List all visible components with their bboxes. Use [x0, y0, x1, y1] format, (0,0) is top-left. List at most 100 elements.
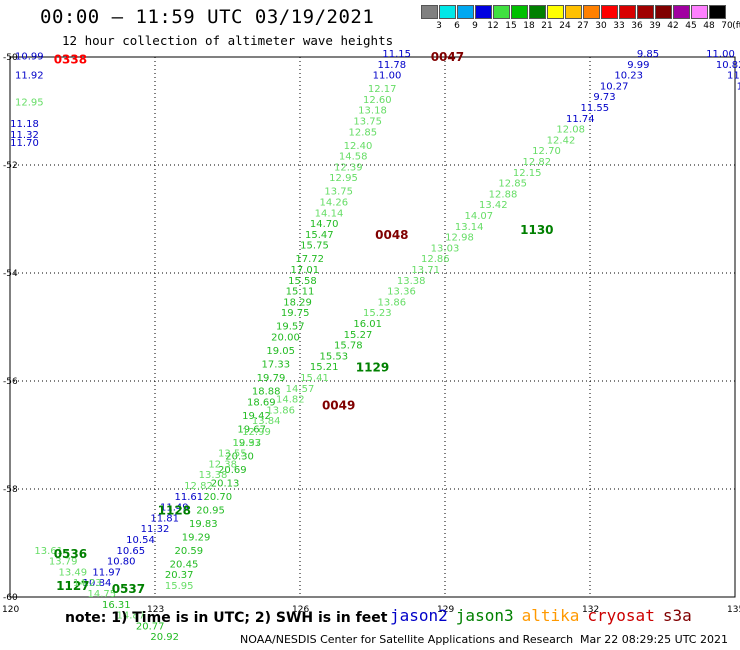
swh-value-west-edge-pass-5: 11.70 — [10, 138, 39, 149]
lat-tick--56: -56 — [3, 377, 18, 387]
footer-note: note: 1) Time is in UTC; 2) SWH is in fe… — [65, 610, 388, 626]
swh-value-north-pass-17: 15.75 — [300, 241, 329, 252]
swh-value-southwest-pass-1: 13.79 — [49, 557, 78, 568]
swh-value-north-pass-6: 13.75 — [353, 117, 382, 128]
swh-value-diagonal-pass-5: 11.55 — [581, 103, 610, 114]
swh-value-diagonal-pass-16: 13.14 — [455, 222, 484, 233]
swh-value-west-edge-pass-0: 10.99 — [15, 52, 44, 63]
swh-value-north-pass-40: 19.29 — [182, 532, 211, 543]
map-frame — [9, 56, 736, 598]
swh-value-north-pass-30: 18.69 — [247, 397, 276, 408]
swh-value-north-pass-7: 12.85 — [349, 127, 378, 138]
legend-label-18: 18 — [523, 21, 535, 31]
satellite-cryosat: cryosat — [587, 606, 655, 625]
legend-swatch-45 — [673, 5, 690, 19]
swh-value-southwest-pass-6: 14.87 — [117, 611, 146, 622]
swh-value-north-pass-16: 15.47 — [305, 230, 334, 241]
swh-value-north-pass-39: 19.83 — [189, 519, 218, 530]
swh-value-diagonal-pass-18: 13.03 — [431, 243, 460, 254]
legend-swatch-12 — [475, 5, 492, 19]
legend-swatch-18 — [511, 5, 528, 19]
pass-time-0536: 0536 — [54, 547, 87, 561]
swh-value-diagonal-pass-45: 10.54 — [126, 535, 155, 546]
lon-tick-126: 126 — [292, 605, 309, 615]
legend-label-9: 9 — [472, 21, 478, 31]
swh-value-diagonal-pass-11: 12.15 — [513, 168, 542, 179]
swh-value-north-pass-8: 12.40 — [344, 141, 373, 152]
legend-swatch-27 — [565, 5, 582, 19]
legend-swatch-30 — [583, 5, 600, 19]
swh-value-diagonal-pass-48: 11.97 — [92, 567, 121, 578]
swh-value-diagonal-pass-30: 15.41 — [300, 373, 329, 384]
swh-value-diagonal-pass-1: 9.99 — [627, 60, 649, 71]
swh-value-diagonal-pass-31: 14.57 — [286, 384, 315, 395]
legend-swatch-9 — [457, 5, 474, 19]
swh-value-north-pass-1: 11.78 — [378, 60, 407, 71]
legend-label-30: 30 — [595, 21, 607, 31]
swh-value-east-edge-pass-0: 11.00 — [706, 49, 735, 60]
swh-value-east-edge-pass-3: 1 — [737, 81, 740, 92]
swh-value-north-pass-38: 20.95 — [196, 505, 225, 516]
page-title: 00:00 — 11:59 UTC 03/19/2021 — [40, 6, 375, 28]
lat-tick--58: -58 — [3, 485, 18, 495]
swh-value-north-pass-27: 17.33 — [262, 360, 291, 371]
swh-value-north-pass-3: 12.17 — [368, 84, 397, 95]
swh-value-north-pass-25: 20.00 — [271, 333, 300, 344]
swh-value-southwest-pass-8: 20.92 — [150, 632, 179, 643]
swh-value-north-pass-19: 17.01 — [291, 265, 320, 276]
legend-label-3: 3 — [436, 21, 442, 31]
swh-value-diagonal-pass-44: 11.32 — [141, 524, 170, 535]
swh-value-diagonal-pass-40: 12.82 — [184, 481, 213, 492]
swh-value-diagonal-pass-19: 12.86 — [421, 254, 450, 265]
swh-value-north-pass-44: 15.95 — [165, 581, 194, 592]
swh-value-diagonal-pass-8: 12.42 — [547, 135, 576, 146]
legend-label-27: 27 — [577, 21, 589, 31]
satellite-altika: altika — [521, 606, 580, 625]
legend-swatch-36 — [619, 5, 636, 19]
swh-value-north-pass-43: 20.37 — [165, 570, 194, 581]
swh-value-diagonal-pass-41: 11.61 — [175, 492, 204, 503]
swh-value-diagonal-pass-32: 14.82 — [276, 395, 305, 406]
satellite-jason3: jason3 — [455, 606, 514, 625]
swh-value-diagonal-pass-15: 14.07 — [465, 211, 494, 222]
legend-label-6: 6 — [454, 21, 460, 31]
legend-label-48: 48 — [703, 21, 715, 31]
swh-value-north-pass-22: 18.29 — [283, 297, 312, 308]
swh-value-diagonal-pass-43: 11.81 — [150, 513, 179, 524]
credit-line: NOAA/NESDIS Center for Satellite Applica… — [240, 633, 574, 646]
legend-label-12: 12 — [487, 21, 499, 31]
satellite-legend: jason2 jason3 altika cryosat s3a — [390, 606, 700, 625]
legend-label-39: 39 — [649, 21, 661, 31]
swh-value-diagonal-pass-26: 15.27 — [344, 330, 373, 341]
swh-value-diagonal-pass-37: 13.55 — [218, 449, 247, 460]
swh-value-diagonal-pass-6: 11.74 — [566, 114, 595, 125]
swh-value-north-pass-4: 12.60 — [363, 95, 392, 106]
legend-label-45: 45 — [685, 21, 697, 31]
swh-value-diagonal-pass-7: 12.08 — [556, 125, 585, 136]
legend-swatch-39 — [637, 5, 654, 19]
swh-value-east-edge-pass-2: 11. — [727, 71, 740, 82]
swh-value-north-pass-31: 19.42 — [242, 411, 271, 422]
swh-value-diagonal-pass-29: 15.21 — [310, 362, 339, 373]
swh-value-southwest-pass-3: 14.23 — [73, 578, 102, 589]
swh-value-west-edge-pass-2: 12.95 — [15, 98, 44, 109]
swh-value-north-pass-23: 19.75 — [281, 308, 310, 319]
swh-value-north-pass-15: 14.70 — [310, 219, 339, 230]
swh-value-diagonal-pass-25: 16.01 — [353, 319, 382, 330]
legend-label-21: 21 — [541, 21, 553, 31]
swh-value-diagonal-pass-47: 10.80 — [107, 557, 136, 568]
swh-value-diagonal-pass-38: 12.38 — [208, 459, 237, 470]
swh-value-north-pass-41: 20.59 — [175, 546, 204, 557]
legend-label-42: 42 — [667, 21, 679, 31]
swh-value-diagonal-pass-2: 10.23 — [614, 71, 643, 82]
swh-value-north-pass-9: 14.58 — [339, 152, 368, 163]
swh-value-diagonal-pass-3: 10.27 — [600, 81, 629, 92]
swh-value-diagonal-pass-35: 12.99 — [242, 427, 271, 438]
lon-tick-132: 132 — [582, 605, 599, 615]
swh-value-west-edge-pass-1: 11.92 — [15, 71, 44, 82]
swh-value-north-pass-36: 20.13 — [211, 478, 240, 489]
legend-swatch-33 — [601, 5, 618, 19]
swh-value-north-pass-26: 19.05 — [266, 346, 295, 357]
pass-time-0049: 0049 — [322, 398, 355, 412]
